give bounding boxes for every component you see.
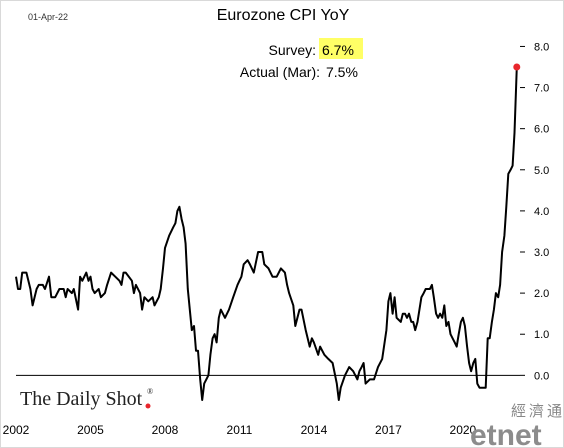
logo-dot bbox=[145, 403, 151, 409]
plot-area bbox=[15, 63, 521, 401]
x-tick-label: 2014 bbox=[301, 423, 328, 437]
y-tick-label: 1.0 bbox=[534, 329, 549, 341]
y-tick-label: 3.0 bbox=[534, 247, 549, 259]
latest-value-marker bbox=[513, 63, 521, 71]
x-tick-label: 2017 bbox=[375, 423, 402, 437]
logo-text: The Daily Shot bbox=[20, 388, 143, 410]
cpi-series-line bbox=[15, 66, 518, 401]
x-tick-label: 2011 bbox=[227, 423, 253, 437]
actual-value: 7.5% bbox=[326, 64, 358, 80]
y-tick-label: 2.0 bbox=[534, 288, 549, 300]
axes: 0.0 1.0 2.0 3.0 4.0 5.0 6.0 7.0 8.0 2002 2005 2008 2… bbox=[3, 41, 550, 437]
report-date: 01-Apr-22 bbox=[28, 12, 68, 22]
y-tick-label: 7.0 bbox=[534, 83, 549, 95]
survey-label: Survey: bbox=[269, 42, 316, 58]
survey-highlight bbox=[319, 38, 363, 59]
x-tick-label: 2002 bbox=[3, 423, 30, 437]
x-tick-label: 2020 bbox=[450, 423, 477, 437]
x-tick-label: 2005 bbox=[77, 423, 104, 437]
y-tick-label: 5.0 bbox=[534, 165, 549, 177]
survey-value: 6.7% bbox=[322, 42, 354, 58]
y-tick-label: 0.0 bbox=[534, 370, 549, 382]
y-tick-label: 4.0 bbox=[534, 206, 549, 218]
daily-shot-logo: The Daily Shot ® bbox=[20, 387, 153, 410]
etnet-logo-cn: 經濟通 bbox=[511, 403, 564, 420]
annotation-box: Survey: 6.7% Actual (Mar): 7.5% bbox=[240, 38, 363, 80]
etnet-logo: 經濟通 etnet bbox=[470, 403, 564, 448]
etnet-logo-en: etnet bbox=[470, 419, 542, 448]
logo-trademark: ® bbox=[147, 387, 153, 396]
actual-label: Actual (Mar): bbox=[240, 64, 320, 80]
x-tick-label: 2008 bbox=[152, 423, 179, 437]
y-tick-label: 6.0 bbox=[534, 124, 549, 136]
chart-title: Eurozone CPI YoY bbox=[217, 7, 350, 24]
y-tick-label: 8.0 bbox=[534, 41, 549, 53]
